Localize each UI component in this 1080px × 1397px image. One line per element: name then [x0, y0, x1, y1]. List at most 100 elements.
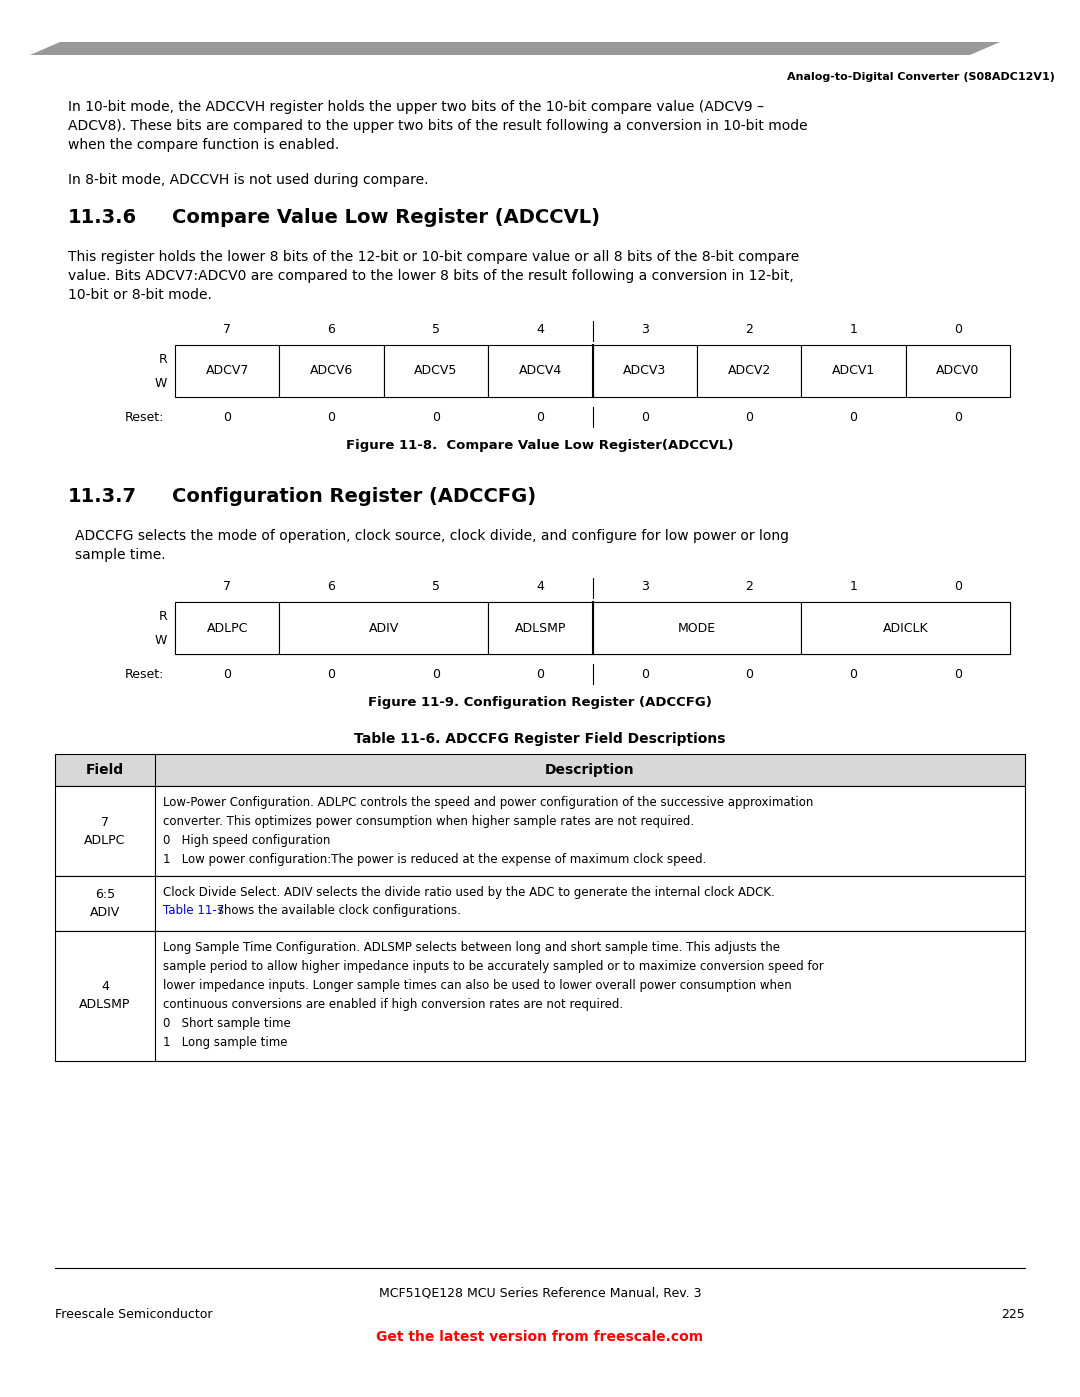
Text: ADCV6: ADCV6	[310, 365, 353, 377]
Text: ADCV1: ADCV1	[832, 365, 875, 377]
Text: 1: 1	[850, 323, 858, 337]
Text: ADCV8). These bits are compared to the upper two bits of the result following a : ADCV8). These bits are compared to the u…	[68, 119, 808, 133]
Text: 0: 0	[954, 411, 962, 425]
Text: 11.3.7: 11.3.7	[68, 488, 137, 506]
Text: 0: 0	[954, 668, 962, 680]
Text: 6:5
ADIV: 6:5 ADIV	[90, 888, 120, 919]
Text: 0: 0	[327, 411, 336, 425]
Text: 0: 0	[432, 668, 440, 680]
Text: R: R	[159, 610, 167, 623]
Text: Analog-to-Digital Converter (S08ADC12V1): Analog-to-Digital Converter (S08ADC12V1)	[787, 73, 1055, 82]
Bar	[55, 930, 1025, 1060]
Text: 7
ADLPC: 7 ADLPC	[84, 816, 125, 847]
Bar	[280, 602, 488, 654]
Text: In 10-bit mode, the ADCCVH register holds the upper two bits of the 10-bit compa: In 10-bit mode, the ADCCVH register hold…	[68, 101, 764, 115]
Text: ADCV2: ADCV2	[728, 365, 771, 377]
Bar	[488, 345, 593, 397]
Text: In 8-bit mode, ADCCVH is not used during compare.: In 8-bit mode, ADCCVH is not used during…	[68, 173, 429, 187]
Text: Reset:: Reset:	[125, 411, 164, 425]
Text: when the compare function is enabled.: when the compare function is enabled.	[68, 138, 339, 152]
Bar	[175, 602, 280, 654]
Text: Figure 11-9. Configuration Register (ADCCFG): Figure 11-9. Configuration Register (ADC…	[368, 696, 712, 710]
Bar	[55, 754, 1025, 787]
Text: ADICLK: ADICLK	[882, 622, 929, 634]
Text: MODE: MODE	[678, 622, 716, 634]
Text: shows the available clock configurations.: shows the available clock configurations…	[214, 904, 461, 916]
Text: sample time.: sample time.	[75, 548, 165, 562]
Text: 0: 0	[745, 668, 753, 680]
Text: ADLSMP: ADLSMP	[515, 622, 566, 634]
Text: ADCV0: ADCV0	[936, 365, 980, 377]
Text: R: R	[159, 353, 167, 366]
Text: 1: 1	[850, 580, 858, 592]
Bar	[801, 345, 906, 397]
Polygon shape	[30, 42, 1000, 54]
Text: Low-Power Configuration. ADLPC controls the speed and power configuration of the: Low-Power Configuration. ADLPC controls …	[163, 796, 813, 866]
Bar	[906, 345, 1010, 397]
Text: 2: 2	[745, 323, 753, 337]
Bar	[55, 876, 1025, 930]
Bar	[801, 602, 1010, 654]
Text: This register holds the lower 8 bits of the 12-bit or 10-bit compare value or al: This register holds the lower 8 bits of …	[68, 250, 799, 264]
Text: 0: 0	[640, 411, 649, 425]
Text: 0: 0	[745, 411, 753, 425]
Text: 4: 4	[537, 323, 544, 337]
Bar	[488, 602, 593, 654]
Text: value. Bits ADCV7:ADCV0 are compared to the lower 8 bits of the result following: value. Bits ADCV7:ADCV0 are compared to …	[68, 270, 794, 284]
Text: Figure 11-8.  Compare Value Low Register(ADCCVL): Figure 11-8. Compare Value Low Register(…	[347, 439, 733, 453]
Text: Get the latest version from freescale.com: Get the latest version from freescale.co…	[377, 1330, 703, 1344]
Bar	[280, 345, 383, 397]
Text: 0: 0	[537, 668, 544, 680]
Text: 0: 0	[954, 580, 962, 592]
Text: Compare Value Low Register (ADCCVL): Compare Value Low Register (ADCCVL)	[172, 208, 600, 226]
Text: W: W	[154, 634, 167, 647]
Text: 7: 7	[224, 580, 231, 592]
Text: 2: 2	[745, 580, 753, 592]
Bar	[697, 345, 801, 397]
Text: Clock Divide Select. ADIV selects the divide ratio used by the ADC to generate t: Clock Divide Select. ADIV selects the di…	[163, 886, 774, 900]
Text: 0: 0	[850, 411, 858, 425]
Text: 7: 7	[224, 323, 231, 337]
Text: 0: 0	[327, 668, 336, 680]
Bar	[593, 345, 697, 397]
Text: 3: 3	[640, 323, 649, 337]
Text: ADLPC: ADLPC	[206, 622, 248, 634]
Text: 0: 0	[640, 668, 649, 680]
Bar	[175, 345, 280, 397]
Text: 0: 0	[850, 668, 858, 680]
Text: Field: Field	[86, 763, 124, 777]
Bar	[593, 602, 801, 654]
Text: 5: 5	[432, 580, 440, 592]
Text: MCF51QE128 MCU Series Reference Manual, Rev. 3: MCF51QE128 MCU Series Reference Manual, …	[379, 1287, 701, 1299]
Text: 6: 6	[327, 323, 336, 337]
Text: 0: 0	[537, 411, 544, 425]
Text: W: W	[154, 377, 167, 390]
Text: 11.3.6: 11.3.6	[68, 208, 137, 226]
Text: ADCV7: ADCV7	[205, 365, 248, 377]
Text: Long Sample Time Configuration. ADLSMP selects between long and short sample tim: Long Sample Time Configuration. ADLSMP s…	[163, 942, 824, 1049]
Bar	[383, 345, 488, 397]
Text: ADCV3: ADCV3	[623, 365, 666, 377]
Text: Configuration Register (ADCCFG): Configuration Register (ADCCFG)	[172, 488, 536, 506]
Bar	[175, 602, 1010, 654]
Text: Description: Description	[545, 763, 635, 777]
Text: Reset:: Reset:	[125, 668, 164, 680]
Text: ADCCFG selects the mode of operation, clock source, clock divide, and configure : ADCCFG selects the mode of operation, cl…	[75, 529, 789, 543]
Text: 0: 0	[224, 411, 231, 425]
Text: Freescale Semiconductor: Freescale Semiconductor	[55, 1308, 213, 1322]
Text: 5: 5	[432, 323, 440, 337]
Text: ADCV5: ADCV5	[415, 365, 458, 377]
Text: Table 11-7: Table 11-7	[163, 904, 225, 916]
Text: Table 11-6. ADCCFG Register Field Descriptions: Table 11-6. ADCCFG Register Field Descri…	[354, 732, 726, 746]
Bar	[55, 787, 1025, 876]
Text: ADIV: ADIV	[368, 622, 399, 634]
Text: 0: 0	[224, 668, 231, 680]
Text: 4: 4	[537, 580, 544, 592]
Text: 0: 0	[432, 411, 440, 425]
Text: 6: 6	[327, 580, 336, 592]
Text: ADCV4: ADCV4	[518, 365, 562, 377]
Text: 0: 0	[954, 323, 962, 337]
Text: 4
ADLSMP: 4 ADLSMP	[79, 981, 131, 1011]
Text: 3: 3	[640, 580, 649, 592]
Text: 225: 225	[1001, 1308, 1025, 1322]
